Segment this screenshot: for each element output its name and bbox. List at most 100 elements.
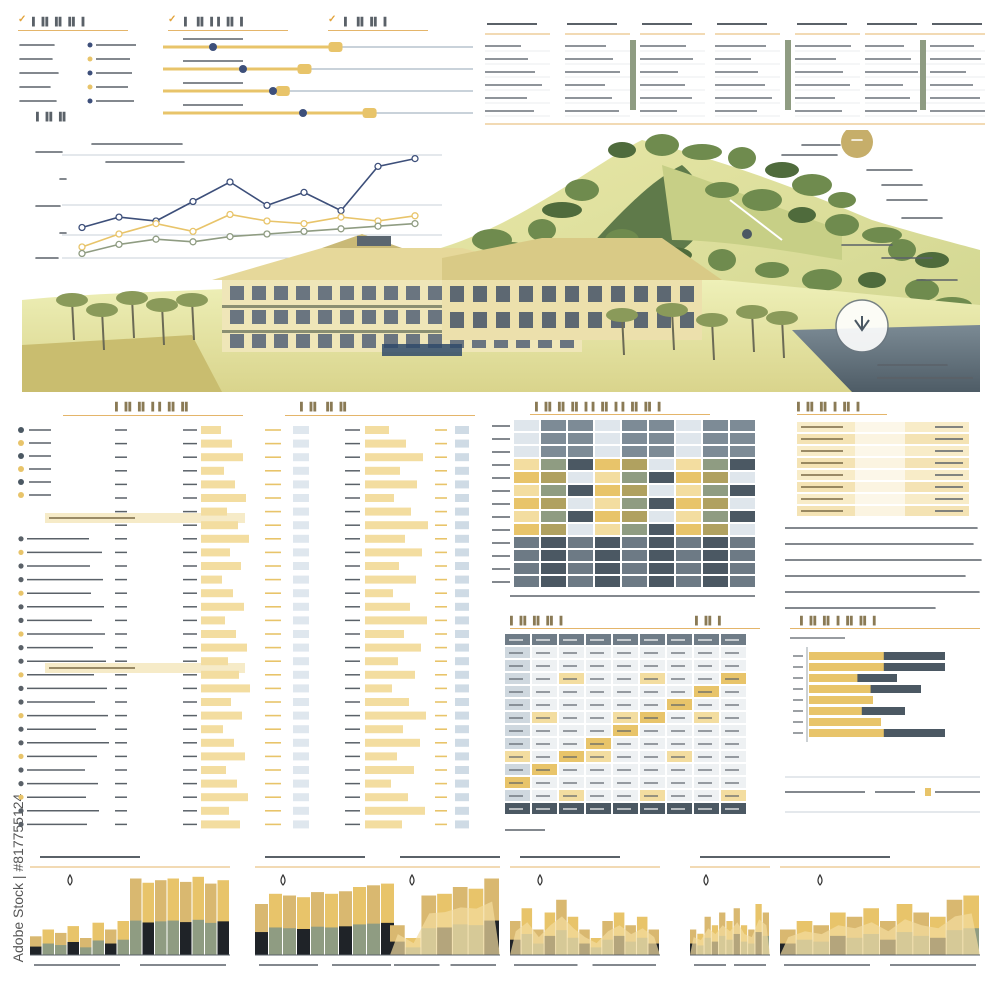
row-chip-2 (455, 766, 469, 774)
series-point (374, 222, 382, 230)
row-chip (293, 562, 309, 570)
bar-base (142, 922, 154, 955)
window (230, 286, 244, 300)
tree-icon (825, 214, 859, 236)
matrix-cell (703, 498, 728, 509)
series-point (411, 219, 419, 228)
bar (80, 938, 92, 955)
palm-canopy (146, 298, 178, 312)
row-dot (18, 604, 24, 610)
row-chip (293, 616, 309, 625)
column-marker (920, 40, 926, 110)
row-chip (293, 779, 309, 788)
hbar-slate (870, 685, 921, 693)
bar (105, 929, 117, 955)
matrix-cell (514, 511, 539, 522)
row-chip-2 (455, 439, 469, 448)
series-point (115, 230, 123, 238)
legend-dot (18, 440, 24, 446)
bar (180, 881, 192, 955)
row-dot (18, 726, 24, 732)
matrix-cell (514, 550, 539, 561)
summary-table (485, 23, 985, 125)
bar-base (339, 926, 352, 955)
row-bar-2 (365, 426, 389, 434)
series-point (152, 235, 160, 243)
matrix-cell (622, 459, 647, 470)
row-bar-2 (365, 630, 404, 638)
pin-icon (239, 65, 247, 73)
matrix-cell (514, 498, 539, 509)
matrix-cell (568, 537, 593, 548)
row-dot (18, 617, 24, 623)
row-chip (293, 589, 309, 598)
matrix-cell (676, 433, 701, 444)
window (362, 334, 376, 348)
row-chip (293, 521, 309, 530)
window (428, 286, 442, 300)
row-bar-2 (365, 684, 392, 693)
row-chip (293, 820, 309, 829)
row-dot (18, 821, 24, 827)
bottom-charts (30, 845, 990, 995)
matrix-cell (703, 537, 728, 548)
matrix-cell (568, 472, 593, 483)
timeline-heading-1: ▌▐▌▐▌▐▌▐ (32, 17, 86, 26)
row-bar (201, 711, 242, 720)
matrix-cell (568, 576, 593, 587)
matrix-cell (541, 472, 566, 483)
bottom-bar-panels (30, 856, 980, 966)
pin-icon (280, 873, 286, 886)
hero-caption (876, 364, 974, 380)
row-chip-2 (455, 670, 469, 679)
legend-swatch (925, 788, 931, 796)
legend-dot (18, 427, 24, 433)
matrix-cell (622, 524, 647, 535)
matrix-cell (730, 511, 755, 522)
bar-base (353, 924, 366, 955)
row-bar (201, 684, 250, 693)
row-chip-2 (455, 698, 469, 706)
row-chip (293, 426, 309, 434)
window (296, 334, 310, 348)
window (296, 310, 310, 324)
row-bar-2 (365, 453, 423, 462)
window (519, 286, 533, 302)
row-bar-2 (365, 575, 416, 584)
bar (142, 882, 154, 955)
row-chip-2 (455, 453, 469, 462)
matrix-cell (676, 472, 701, 483)
row-bar-2 (365, 534, 405, 543)
matrix-cell (595, 485, 620, 496)
row-bar-2 (365, 589, 393, 598)
bar-base (130, 920, 142, 955)
matrix-cell (730, 446, 755, 457)
window (496, 312, 510, 328)
series-point (263, 230, 271, 238)
row-chip-2 (455, 494, 469, 502)
row-bar-2 (365, 562, 399, 570)
tree-icon (708, 249, 736, 271)
bar-base (55, 945, 67, 955)
grid-panel: ▌▐▌▐▌▐▌▐ ▌▐▌▐ (505, 612, 765, 842)
legend-dot (18, 492, 24, 498)
window (318, 310, 332, 324)
row-bar-2 (365, 548, 422, 557)
series-point (226, 178, 234, 186)
row-chip (293, 684, 309, 693)
tree-icon (802, 269, 842, 291)
row-chip (293, 466, 309, 475)
row-chip-2 (455, 793, 469, 802)
matrix-cell (622, 563, 647, 574)
window (565, 312, 579, 328)
matrix-cell (514, 537, 539, 548)
matrix-cell (568, 498, 593, 509)
tree-icon (608, 142, 636, 158)
series-point (300, 219, 308, 228)
row-dot (18, 699, 24, 705)
legend-dot (18, 479, 24, 485)
series-point (226, 210, 234, 219)
tree-icon (792, 174, 832, 196)
row-bar-2 (365, 439, 406, 448)
matrix-cell (703, 563, 728, 574)
